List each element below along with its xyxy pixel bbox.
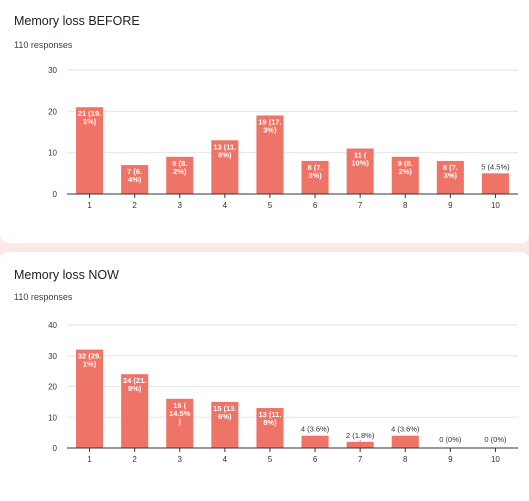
bar[interactable]	[121, 374, 149, 448]
bar[interactable]	[301, 160, 329, 194]
chart-title: Memory loss NOW	[14, 268, 119, 282]
x-tick-label: 2	[132, 201, 137, 210]
data-label: 13 (11. 8%)	[258, 410, 281, 427]
x-tick-label: 8	[403, 201, 408, 210]
x-tick-label: 9	[448, 201, 453, 210]
bar[interactable]	[76, 107, 104, 194]
bar[interactable]	[256, 408, 284, 448]
chart-title: Memory loss BEFORE	[14, 14, 140, 28]
x-tick-label: 10	[491, 201, 500, 210]
data-label: 19 (17. 3%)	[258, 117, 281, 134]
y-tick-label: 0	[53, 444, 58, 453]
data-label: 32 (29. 1%)	[78, 352, 101, 369]
x-tick-label: 5	[268, 201, 273, 210]
x-tick-label: 7	[358, 455, 363, 464]
bar[interactable]	[481, 173, 509, 194]
bar[interactable]	[346, 441, 374, 448]
bar[interactable]	[391, 435, 419, 448]
data-label: 11 (10%)	[351, 151, 369, 168]
data-label: 4 (3.6%)	[301, 425, 330, 434]
bar[interactable]	[391, 156, 419, 194]
y-tick-label: 30	[48, 352, 57, 361]
bar[interactable]	[346, 148, 374, 194]
data-label: 13 (11. 8%)	[213, 142, 236, 159]
x-tick-label: 8	[403, 455, 408, 464]
y-tick-label: 20	[48, 383, 57, 392]
response-count: 110 responses	[14, 292, 73, 302]
bar[interactable]	[121, 165, 149, 194]
bar[interactable]	[166, 156, 194, 194]
y-tick-label: 10	[48, 149, 57, 158]
x-tick-label: 1	[87, 455, 92, 464]
chart-card-now: Memory loss NOW 110 responses 0 10 20 30 40 1…	[0, 252, 529, 501]
data-label: 7 (6. 4%)	[127, 167, 142, 184]
bar[interactable]	[76, 349, 104, 448]
x-tick-label: 4	[223, 201, 228, 210]
data-label: 9 (8. 2%)	[172, 159, 187, 176]
y-tick-label: 0	[53, 190, 58, 199]
x-tick-label: 1	[87, 201, 92, 210]
bar[interactable]	[211, 401, 239, 448]
chart-card-before: Memory loss BEFORE 110 responses 0 10 20 30…	[0, 0, 529, 243]
x-tick-label: 9	[448, 455, 453, 464]
y-tick-label: 30	[48, 66, 57, 75]
bar[interactable]	[301, 435, 329, 448]
data-label: 8 (7. 3%)	[443, 163, 458, 180]
x-tick-label: 6	[313, 201, 318, 210]
bar-chart-before: 0 10 20 30 1 21 (19. 1%) 2 7 (6. 4%) 3 9 (8. 2%) 4 13 …	[48, 66, 518, 210]
data-label: 15 (13. 6%)	[213, 404, 236, 421]
bar[interactable]	[256, 115, 284, 194]
y-tick-label: 20	[48, 107, 57, 116]
bar-chart-now: 0 10 20 30 40 1 32 (29. 1%) 2 24 (21. 8%) 3 16 (14.5…	[48, 321, 518, 464]
y-tick-label: 10	[48, 413, 57, 422]
x-tick-label: 5	[268, 455, 273, 464]
data-label: 8 (7. 3%)	[308, 163, 323, 180]
x-tick-label: 3	[178, 201, 183, 210]
y-tick-label: 40	[48, 321, 57, 330]
data-label: 24 (21. 8%)	[123, 376, 146, 393]
x-tick-label: 3	[178, 455, 183, 464]
response-count: 110 responses	[14, 40, 73, 50]
x-tick-label: 7	[358, 201, 363, 210]
data-label: 4 (3.6%)	[391, 425, 420, 434]
data-label: 0 (0%)	[439, 435, 462, 444]
x-tick-label: 6	[313, 455, 318, 464]
bar[interactable]	[436, 160, 464, 194]
x-tick-label: 10	[491, 455, 500, 464]
data-label: 9 (8. 2%)	[398, 159, 413, 176]
x-tick-label: 4	[223, 455, 228, 464]
x-tick-label: 2	[132, 455, 137, 464]
data-label: 16 (14.5%)	[169, 401, 191, 426]
bar[interactable]	[211, 140, 239, 194]
data-label: 5 (4.5%)	[481, 162, 510, 171]
data-label: 21 (19. 1%)	[78, 109, 101, 126]
data-label: 0 (0%)	[484, 435, 507, 444]
data-label: 2 (1.8%)	[346, 431, 375, 440]
bar[interactable]	[166, 398, 194, 448]
